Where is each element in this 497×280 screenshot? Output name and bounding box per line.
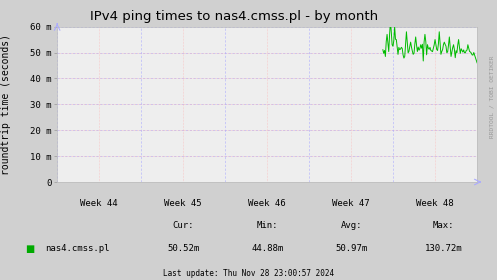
Text: Week 45: Week 45 [165,199,202,208]
Text: 44.88m: 44.88m [251,244,283,253]
Text: Week 47: Week 47 [332,199,370,208]
Text: nas4.cmss.pl: nas4.cmss.pl [45,244,109,253]
Text: Week 48: Week 48 [416,199,454,208]
Text: Week 46: Week 46 [248,199,286,208]
Text: RRDTOOL / TOBI OETIKER: RRDTOOL / TOBI OETIKER [490,55,495,138]
Text: Min:: Min: [256,221,278,230]
Text: Week 44: Week 44 [81,199,118,208]
Text: 50.52m: 50.52m [167,244,199,253]
Text: Last update: Thu Nov 28 23:00:57 2024: Last update: Thu Nov 28 23:00:57 2024 [163,269,334,278]
Text: Max:: Max: [433,221,454,230]
Text: 130.72m: 130.72m [425,244,462,253]
Text: 50.97m: 50.97m [335,244,367,253]
Text: Avg:: Avg: [340,221,362,230]
Text: Cur:: Cur: [172,221,194,230]
Text: ■: ■ [25,244,34,254]
Text: roundtrip time (seconds): roundtrip time (seconds) [1,34,11,175]
Text: IPv4 ping times to nas4.cmss.pl - by month: IPv4 ping times to nas4.cmss.pl - by mon… [89,10,378,23]
